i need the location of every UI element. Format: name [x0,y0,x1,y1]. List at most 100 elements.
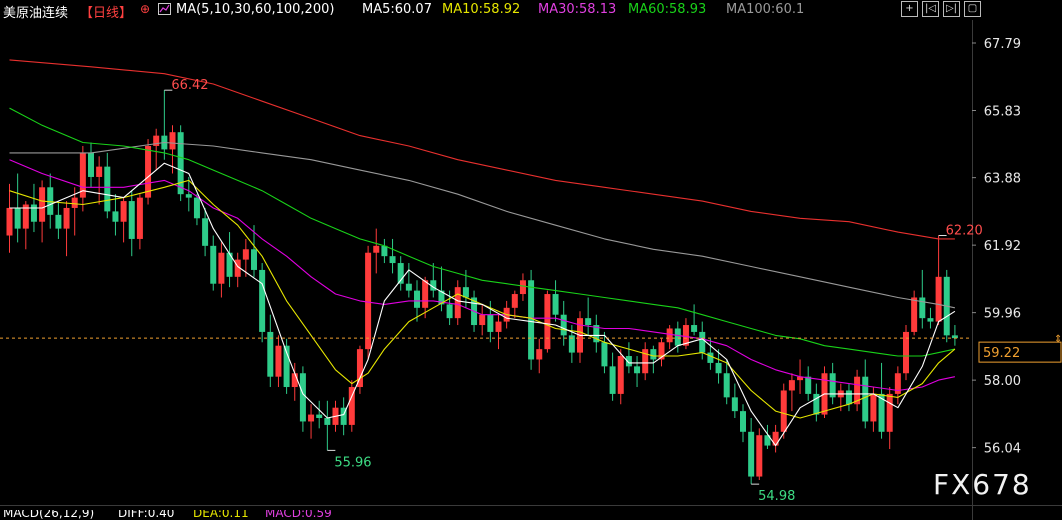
candle-body [22,204,29,229]
fullscreen-icon[interactable]: ▢ [964,1,981,17]
candle-body [756,435,763,477]
candle-body [805,376,812,394]
candle-body [446,304,453,319]
candle-body [356,349,363,388]
candle-body [691,325,698,332]
crosshair-icon[interactable]: + [901,1,918,17]
candle-body [935,276,942,322]
candle-body [226,252,233,277]
candle-body [894,373,901,394]
candle-body [813,393,820,415]
macd-diff-value: DIFF:0.40 [118,510,175,520]
candle-body [634,366,641,374]
price-tag-box [978,341,1062,363]
candle-body [487,314,494,332]
candle-body [299,373,306,422]
candle-body [552,294,559,315]
candle-body [210,245,217,284]
candle-body [585,318,592,326]
ma60-value: MA60:58.93 [628,2,707,17]
candle-body [479,314,486,326]
candle-body [79,152,86,198]
candle-body [658,342,665,360]
candle-body [39,187,46,222]
candle-body [397,263,404,284]
candle-body [454,287,461,319]
macd-value: MACD:0.59 [265,510,332,520]
y-tick-label: 63.88 [984,172,1021,187]
candle-body [291,373,298,388]
candle-body [772,431,779,446]
candle-body [528,280,535,360]
ma100-line [9,141,956,309]
candle-body [88,152,94,177]
macd-header: MACD(26,12,9) DIFF:0.40 DEA:0.11 MACD:0.… [0,510,1062,520]
candle-body [234,259,241,277]
candle-body [14,207,21,229]
candle-body [308,414,315,422]
candle-body [764,435,771,446]
ma200-line [9,59,955,240]
candle-body [903,331,909,374]
candle-body [47,187,54,215]
candle-body [642,349,649,374]
candle-body [560,314,567,336]
macd-params: MACD(26,12,9) [3,510,95,520]
ma-params: MA(5,10,30,60,100,200) [176,2,335,17]
indicator-header: 美原油连续 【日线】 ⊕ MA(5,10,30,60,100,200) MA5:… [0,0,1062,21]
instrument-name: 美原油连续 [3,6,69,21]
candle-body [650,349,657,360]
candle-body [316,414,323,419]
candle-body [601,342,608,367]
y-tick-label: 56.04 [984,442,1021,457]
candle-body [136,197,143,239]
candle-body [340,407,347,425]
candle-body [495,321,502,332]
ma5-line [9,162,956,447]
candle-body [251,249,257,270]
candle-body [267,331,274,377]
low-price-label: 55.96 [334,455,371,470]
period-label[interactable]: 【日线】 [80,6,133,21]
candle-body [283,345,290,388]
candle-body [275,345,282,377]
ma10-line [9,179,956,419]
candle-body [682,325,689,346]
candle-body [797,376,804,381]
indicator-chart-icon[interactable] [158,3,171,15]
candle-body [153,135,160,146]
candle-body [96,166,103,177]
ma5-value: MA5:60.07 [362,2,432,17]
candle-body [674,328,681,346]
candle-body [854,376,861,405]
ma60-line [9,107,956,357]
candle-body [462,287,469,298]
step-forward-icon[interactable]: ▷| [943,1,960,17]
candle-body [740,411,746,432]
candle-body [609,366,616,394]
candle-body [422,280,429,308]
ma10-value: MA10:58.92 [442,2,521,17]
candle-body [536,349,543,360]
candle-body [723,373,730,398]
candle-body [381,245,388,257]
candle-body [242,249,249,260]
candle-body [55,214,62,229]
candle-body [666,328,673,343]
candle-body [193,197,200,219]
candle-body [185,194,192,198]
candle-body [6,207,13,236]
candle-body [951,335,958,339]
candle-body [112,211,119,222]
step-back-icon[interactable]: |◁ [922,1,939,17]
settings-icon[interactable]: ⊕ [140,2,151,16]
y-tick-label: 58.00 [984,374,1021,389]
price-tag-value: 59.22 [983,346,1020,361]
candle-body [389,256,396,264]
candle-body [911,297,918,332]
candle-body [731,397,738,412]
price-tag-arrow: ⇕ [1054,334,1062,345]
candle-body [430,280,437,291]
ma100-value: MA100:60.1 [726,2,805,17]
